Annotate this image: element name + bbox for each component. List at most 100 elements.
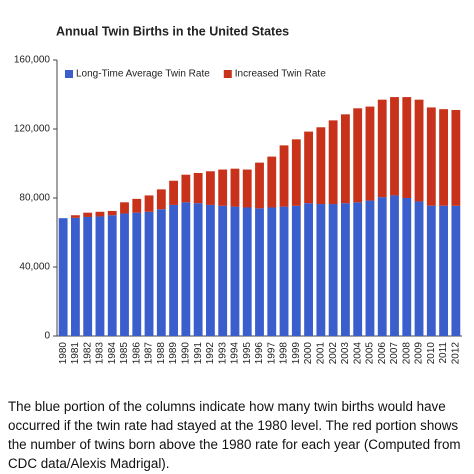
bar-segment: [365, 200, 375, 336]
bar-segment: [230, 206, 240, 336]
bar-segment: [193, 172, 203, 204]
bar-segment: [426, 107, 436, 206]
x-tick-label: 1992: [205, 342, 216, 365]
y-tick-label: 120,000: [14, 124, 51, 135]
bar-segment: [402, 97, 412, 198]
bar-segment: [107, 215, 117, 336]
bar-segment: [316, 127, 326, 205]
bar-segment: [439, 109, 449, 206]
chart-title: Annual Twin Births in the United States: [56, 24, 289, 38]
bar-segment: [83, 216, 93, 336]
legend-swatch: [65, 70, 73, 78]
bar-segment: [353, 108, 363, 203]
bar-segment: [156, 209, 166, 336]
bar-segment: [267, 156, 277, 208]
bar-segment: [156, 189, 166, 210]
bar-segment: [193, 203, 203, 336]
y-tick-label: 80,000: [19, 193, 50, 204]
x-tick-label: 1990: [181, 342, 192, 365]
bar-segment: [328, 120, 338, 205]
bar-segment: [144, 211, 154, 336]
bar-segment: [169, 180, 179, 205]
x-tick-label: 1985: [119, 342, 130, 365]
x-tick-label: 1994: [230, 342, 241, 365]
bar-segment: [132, 198, 142, 213]
bar-segment: [451, 205, 461, 336]
x-tick-label: 2000: [303, 342, 314, 365]
x-tick-label: 1993: [217, 342, 228, 365]
bar-segment: [205, 171, 215, 205]
bar-segment: [439, 205, 449, 336]
x-tick-label: 1997: [266, 342, 277, 365]
bar-segment: [181, 174, 191, 203]
bar-segment: [279, 145, 289, 207]
bar-segment: [218, 169, 228, 206]
x-tick-label: 2011: [438, 342, 449, 364]
x-tick-label: 2010: [426, 342, 437, 365]
x-tick-label: 2007: [389, 342, 400, 365]
bar-segment: [340, 203, 350, 336]
bar-segment: [83, 212, 93, 217]
x-tick-label: 2009: [414, 342, 425, 365]
bar-segment: [304, 131, 314, 204]
x-tick-label: 1980: [58, 342, 69, 365]
bar-segment: [377, 99, 387, 198]
bar-segment: [279, 206, 289, 336]
x-tick-label: 2005: [365, 342, 376, 365]
bar-segment: [291, 205, 301, 336]
bar-segment: [267, 207, 277, 336]
chart: Annual Twin Births in the United States …: [14, 24, 462, 365]
bar-segment: [390, 97, 399, 196]
bar-segment: [205, 204, 215, 336]
x-tick-label: 1989: [168, 342, 179, 365]
bar-segment: [120, 213, 129, 336]
bar-segment: [70, 217, 80, 336]
x-tick-label: 2001: [316, 342, 327, 365]
x-tick-label: 1981: [70, 342, 81, 365]
bar-segment: [169, 204, 179, 336]
bar-segment: [316, 204, 326, 336]
bar-segment: [120, 202, 129, 214]
caption: The blue portion of the columns indicate…: [8, 399, 461, 471]
bar-segment: [107, 210, 117, 216]
legend-swatch: [223, 70, 232, 78]
bar-segment: [255, 208, 264, 336]
bar-segment: [390, 195, 399, 336]
bar-segment: [414, 99, 424, 202]
bar-segment: [304, 203, 314, 336]
y-tick-label: 160,000: [14, 55, 51, 66]
y-tick-label: 40,000: [19, 262, 50, 273]
x-tick-label: 1998: [279, 342, 290, 365]
x-tick-label: 1996: [254, 342, 265, 365]
x-tick-label: 1986: [131, 342, 142, 365]
x-tick-label: 1987: [144, 342, 155, 365]
bar-segment: [132, 212, 142, 336]
x-tick-label: 1991: [193, 342, 204, 365]
bar-segment: [95, 211, 105, 217]
bar-segment: [144, 195, 154, 212]
bar-segment: [353, 202, 363, 336]
x-tick-label: 2012: [451, 342, 462, 365]
x-tick-label: 2006: [377, 342, 388, 365]
x-tick-label: 1983: [95, 342, 106, 365]
bar-segment: [365, 106, 375, 201]
bar-segment: [426, 205, 436, 336]
x-tick-label: 2004: [352, 342, 363, 365]
bar-segment: [414, 201, 424, 336]
x-tick-label: 2002: [328, 342, 339, 365]
y-tick-label: 0: [44, 331, 50, 342]
bar-segment: [255, 162, 264, 209]
x-tick-label: 1999: [291, 342, 302, 365]
bar-segment: [242, 207, 252, 336]
bar-segment: [242, 169, 252, 208]
bar-segment: [70, 215, 80, 218]
x-tick-label: 1995: [242, 342, 253, 365]
legend-label: Long-Time Average Twin Rate: [76, 69, 210, 80]
bar-segment: [377, 197, 387, 336]
x-tick-label: 2008: [401, 342, 412, 365]
bar-segment: [291, 139, 301, 206]
bar-segment: [328, 204, 338, 336]
bar-segment: [230, 168, 240, 207]
bar-segment: [451, 110, 461, 206]
